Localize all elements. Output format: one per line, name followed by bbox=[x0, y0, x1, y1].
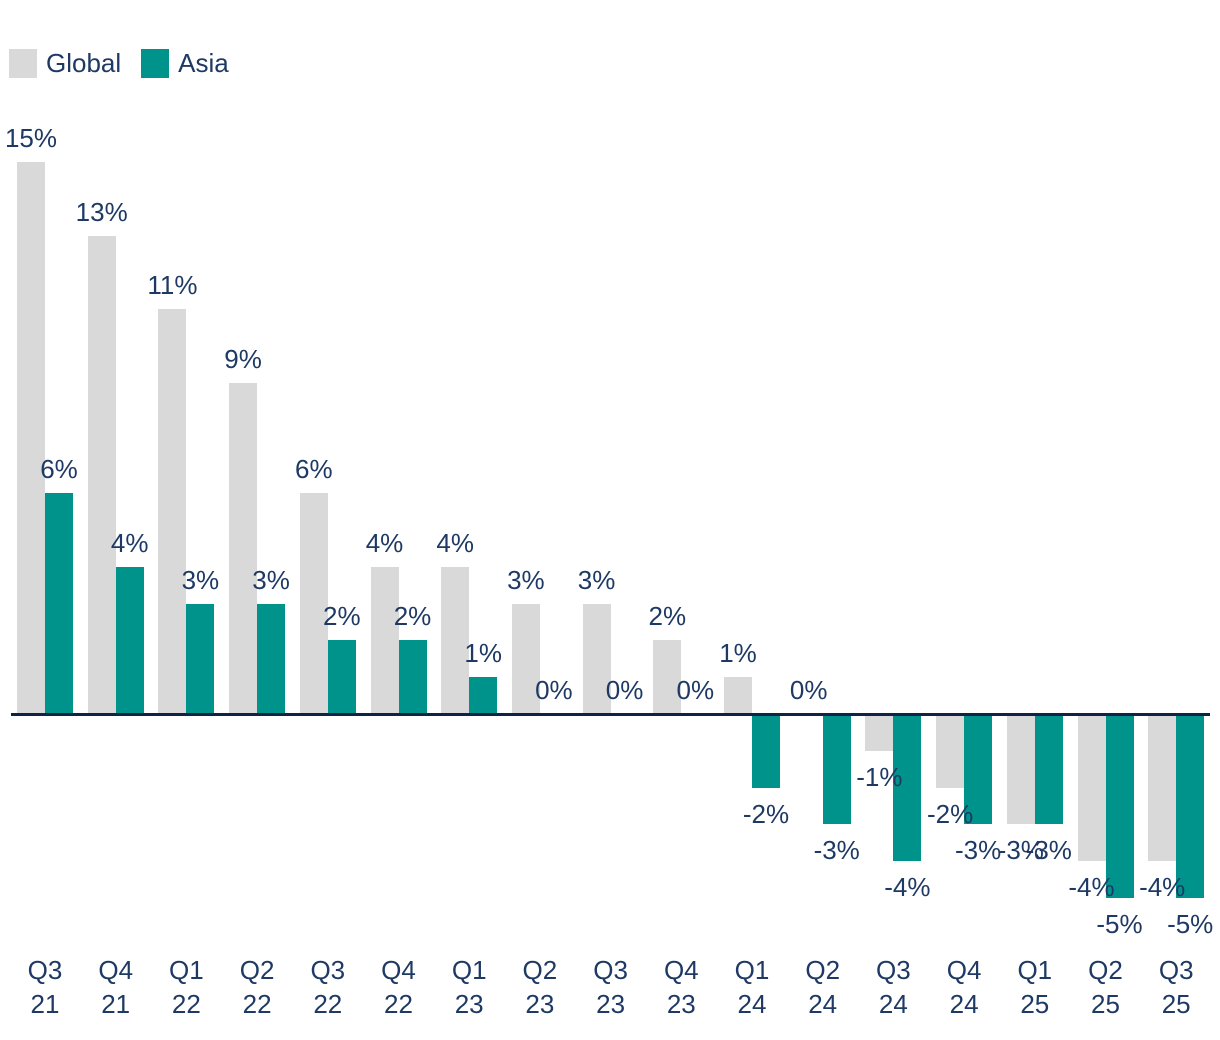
x-axis-label-q1-22: Q1 22 bbox=[169, 955, 204, 1019]
x-axis-label-q1-25: Q1 25 bbox=[1017, 955, 1053, 1019]
value-label-global-q1-22: 11% bbox=[147, 270, 198, 301]
bar-global-q2-25 bbox=[1077, 714, 1106, 862]
bar-asia-q1-25 bbox=[1034, 714, 1063, 825]
value-label-global-q3-21: 15% bbox=[4, 123, 58, 153]
legend-label-global: Global bbox=[46, 48, 122, 78]
value-label-global-q2-23: 3% bbox=[507, 564, 545, 595]
bar-global-q1-24 bbox=[724, 677, 752, 714]
value-label-global-q1-24: 1% bbox=[719, 638, 757, 669]
value-label-global-q4-23: 2% bbox=[648, 601, 687, 632]
value-label-asia-q2-24: -3% bbox=[813, 835, 860, 866]
value-label-asia-q4-22: 2% bbox=[393, 601, 432, 632]
value-label-asia-q4-23: 0% bbox=[676, 675, 715, 705]
x-axis-label-q3-25: Q3 25 bbox=[1158, 955, 1194, 1019]
x-axis-label-q4-24: Q4 24 bbox=[946, 955, 982, 1019]
bar-global-q2-23 bbox=[511, 603, 540, 714]
value-label-global-q4-24: -2% bbox=[926, 798, 974, 829]
bar-global-q1-25 bbox=[1006, 714, 1035, 825]
value-label-global-q2-25: -4% bbox=[1068, 872, 1115, 903]
x-axis-label-q3-22: Q3 22 bbox=[310, 955, 346, 1019]
bar-global-q1-23 bbox=[441, 566, 470, 714]
legend-swatch-global bbox=[9, 49, 37, 78]
bar-global-q4-21 bbox=[87, 235, 116, 714]
value-label-asia-q4-24: -3% bbox=[954, 835, 1002, 866]
value-label-asia-q1-24: -2% bbox=[742, 798, 790, 829]
bar-asia-q1-24 bbox=[752, 714, 780, 788]
value-label-global-q2-24: 0% bbox=[789, 675, 828, 705]
value-label-global-q3-22: 6% bbox=[295, 454, 333, 485]
bar-global-q3-24 bbox=[865, 714, 894, 751]
value-label-asia-q3-25: -5% bbox=[1167, 909, 1214, 939]
legend-swatch-asia bbox=[141, 49, 170, 78]
bar-asia-q1-22 bbox=[186, 603, 215, 714]
bar-global-q4-24 bbox=[936, 714, 965, 788]
bar-asia-q2-22 bbox=[257, 603, 286, 714]
value-label-asia-q2-22: 3% bbox=[252, 564, 290, 595]
value-label-global-q2-22: 9% bbox=[224, 343, 262, 374]
x-axis-label-q4-21: Q4 21 bbox=[98, 955, 134, 1019]
value-label-asia-q2-25: -5% bbox=[1096, 909, 1143, 939]
bar-asia-q4-22 bbox=[398, 640, 427, 714]
bar-asia-q3-21 bbox=[45, 493, 73, 714]
value-label-global-q4-21: 13% bbox=[75, 196, 128, 227]
x-axis-label-q2-22: Q2 22 bbox=[239, 955, 275, 1019]
value-label-global-q3-23: 3% bbox=[577, 564, 616, 595]
bar-global-q3-23 bbox=[582, 603, 611, 714]
bar-asia-q1-23 bbox=[469, 677, 498, 714]
bar-asia-q2-25 bbox=[1105, 714, 1134, 898]
value-label-asia-q2-23: 0% bbox=[535, 675, 573, 705]
bar-asia-q2-24 bbox=[822, 714, 851, 825]
x-axis-label-q1-23: Q1 23 bbox=[451, 955, 487, 1019]
bar-global-q3-25 bbox=[1148, 714, 1177, 862]
bar-global-q2-22 bbox=[229, 382, 258, 714]
bar-global-q4-23 bbox=[653, 640, 682, 714]
value-label-global-q3-24: -1% bbox=[856, 761, 903, 792]
bar-asia-q3-22 bbox=[327, 640, 356, 714]
value-label-asia-q3-24: -4% bbox=[884, 872, 931, 903]
value-label-asia-q3-21: 6% bbox=[40, 454, 78, 485]
bar-asia-q3-25 bbox=[1176, 714, 1205, 898]
value-label-global-q3-25: -4% bbox=[1139, 872, 1186, 903]
x-axis-zero-line bbox=[11, 713, 1210, 716]
x-axis-label-q4-23: Q4 23 bbox=[663, 955, 699, 1019]
value-label-asia-q3-23: 0% bbox=[605, 675, 644, 705]
bar-asia-q3-24 bbox=[893, 714, 922, 862]
value-label-asia-q1-25: -3% bbox=[1025, 835, 1072, 866]
bar-global-q3-22 bbox=[299, 493, 328, 714]
legend: Global Asia bbox=[9, 49, 229, 78]
legend-label-asia: Asia bbox=[178, 48, 229, 78]
bar-asia-q4-21 bbox=[115, 566, 144, 714]
x-axis-label-q3-21: Q3 21 bbox=[27, 955, 63, 1019]
x-axis-label-q2-25: Q2 25 bbox=[1088, 955, 1123, 1019]
x-axis-label-q3-23: Q3 23 bbox=[593, 955, 628, 1019]
x-axis-label-q1-24: Q1 24 bbox=[734, 955, 770, 1019]
value-label-global-q4-22: 4% bbox=[365, 527, 404, 558]
value-label-asia-q4-21: 4% bbox=[110, 527, 149, 558]
x-axis-label-q4-22: Q4 22 bbox=[381, 955, 416, 1019]
legend-item-global: Global bbox=[9, 49, 121, 78]
bar-asia-q4-24 bbox=[964, 714, 993, 825]
x-axis-label-q2-23: Q2 23 bbox=[522, 955, 558, 1019]
bar-global-q1-22 bbox=[158, 309, 187, 714]
x-axis-label-q2-24: Q2 24 bbox=[805, 955, 841, 1019]
value-label-global-q1-23: 4% bbox=[436, 527, 474, 558]
value-label-asia-q3-22: 2% bbox=[323, 601, 361, 632]
value-label-asia-q1-22: 3% bbox=[181, 564, 220, 595]
legend-item-asia: Asia bbox=[141, 49, 229, 78]
bar-global-q4-22 bbox=[370, 566, 399, 714]
bar-global-q3-21 bbox=[17, 162, 45, 714]
value-label-asia-q1-23: 1% bbox=[464, 638, 502, 669]
x-axis-label-q3-24: Q3 24 bbox=[876, 955, 911, 1019]
value-label-global-q1-25: -3% bbox=[997, 835, 1044, 866]
